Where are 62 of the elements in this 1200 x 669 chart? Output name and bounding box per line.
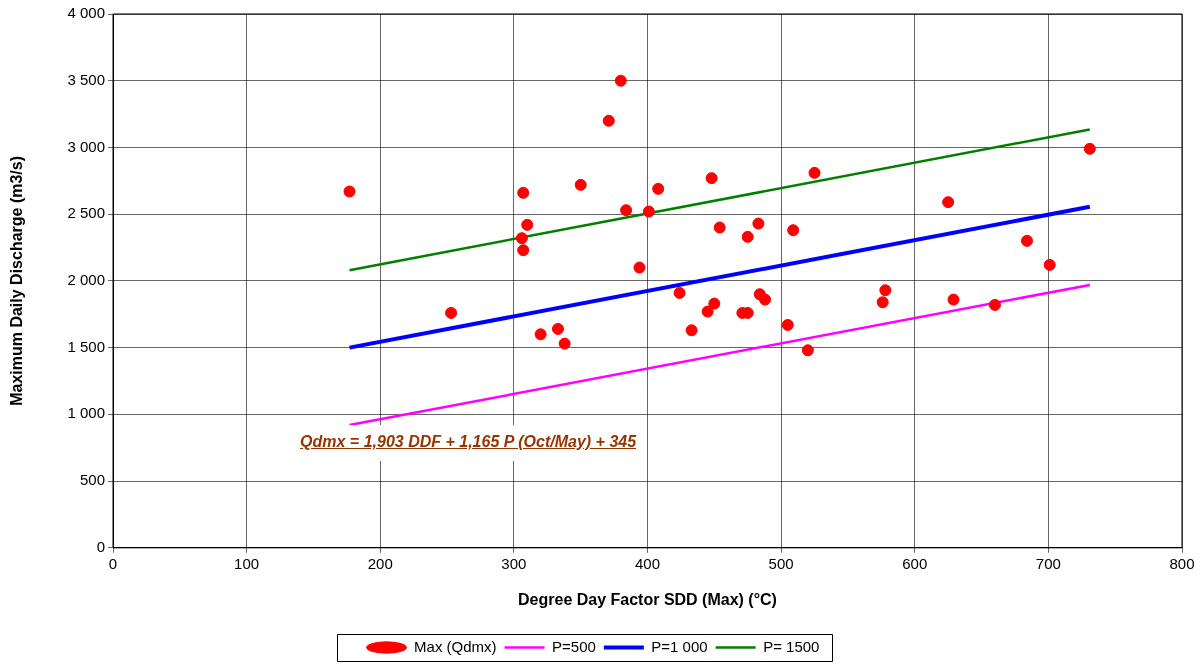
x-axis-title: Degree Day Factor SDD (Max) (°C): [518, 590, 777, 608]
point: [517, 186, 530, 199]
legend-label: P= 1500: [763, 637, 820, 655]
y-tick-label: 0: [96, 537, 105, 555]
point: [787, 224, 800, 237]
y-tick-label: 2 500: [67, 204, 105, 222]
x-tick-label: 200: [367, 554, 393, 572]
point: [708, 297, 721, 310]
x-tick-label: 300: [501, 554, 527, 572]
point: [705, 172, 718, 185]
x-tick-label: 800: [1169, 554, 1195, 572]
y-tick-label: 3 500: [67, 70, 105, 88]
point: [781, 318, 794, 331]
point: [876, 296, 889, 309]
legend-label: P=1 000: [651, 637, 708, 655]
point: [1083, 142, 1096, 155]
y-tick-label: 1 000: [67, 404, 105, 422]
point: [741, 230, 754, 243]
point: [947, 293, 960, 306]
x-tick-label: 600: [902, 554, 928, 572]
legend-label: Max (Qdmx): [414, 637, 497, 655]
point: [701, 305, 714, 318]
point: [558, 337, 571, 350]
x-tick-label: 500: [768, 554, 794, 572]
point: [988, 298, 1001, 311]
point: [574, 178, 587, 191]
x-tick-label: 0: [108, 554, 118, 572]
point: [515, 232, 528, 245]
point: [445, 306, 458, 319]
legend-label: P=500: [552, 637, 596, 655]
point: [713, 221, 726, 234]
point: [521, 218, 534, 231]
point: [685, 324, 698, 337]
point: [517, 244, 530, 257]
point: [759, 293, 772, 306]
point: [1043, 258, 1056, 271]
y-tick-label: 500: [79, 471, 105, 489]
x-tick-label: 400: [634, 554, 661, 572]
point: [620, 204, 633, 217]
point: [633, 261, 646, 274]
point: [614, 74, 627, 87]
point: [602, 114, 615, 127]
y-tick-label: 3 000: [67, 137, 105, 155]
point: [1020, 234, 1033, 247]
point: [801, 344, 814, 357]
point: [652, 182, 665, 195]
point: [752, 217, 765, 230]
x-tick-label: 100: [234, 554, 260, 572]
annotation: Qdmx = 1,903 DDF + 1,165 P (Oct/May) + 345: [300, 424, 637, 461]
point: [551, 322, 564, 335]
point: [942, 196, 955, 209]
point: [642, 205, 655, 218]
point: [673, 286, 686, 299]
y-tick-label: 2 000: [67, 271, 105, 289]
point: [534, 328, 547, 341]
x-tick-label: 700: [1035, 554, 1061, 572]
point: [879, 284, 892, 297]
point: [343, 185, 356, 198]
y-tick-label: 4 000: [67, 4, 105, 22]
y-tick-label: 1 500: [67, 337, 105, 355]
point: [808, 166, 821, 179]
y-axis-title: Maximum Daily Discharge (m3/s): [8, 155, 26, 406]
